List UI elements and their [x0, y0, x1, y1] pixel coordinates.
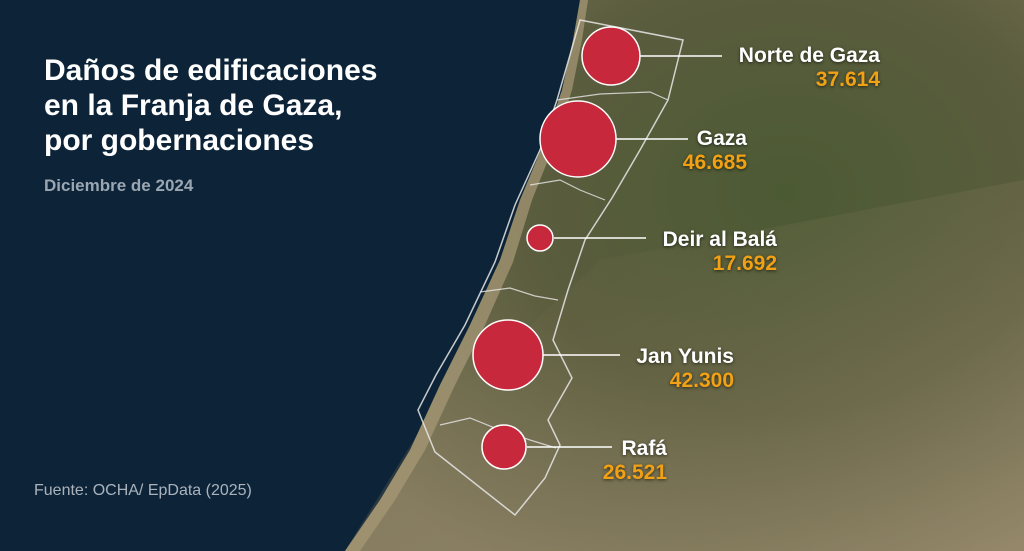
title-line-3: por gobernaciones — [44, 124, 315, 157]
map-date: Diciembre de 2024 — [44, 176, 194, 195]
label-rafa: Rafá 26.521 — [603, 437, 667, 485]
bubble-gaza — [539, 100, 617, 178]
label-name: Jan Yunis — [636, 345, 734, 368]
label-name: Norte de Gaza — [738, 44, 880, 67]
boundary-north — [556, 91, 669, 101]
boundary-gaza — [529, 179, 606, 201]
label-norte-de-gaza: Norte de Gaza 37.614 — [739, 44, 880, 92]
boundary-deir — [479, 287, 559, 301]
bubble-rafa — [481, 424, 527, 470]
label-value: 37.614 — [815, 68, 880, 91]
title-line-2: en la Franja de Gaza, — [44, 89, 343, 122]
label-name: Rafá — [621, 437, 667, 460]
label-name: Deir al Balá — [662, 228, 777, 251]
map-source: Fuente: OCHA/ EpData (2025) — [34, 482, 252, 499]
label-value: 17.692 — [712, 252, 777, 275]
label-name: Gaza — [696, 127, 747, 150]
bubble-jan-yunis — [472, 319, 544, 391]
label-value: 26.521 — [602, 461, 667, 484]
label-gaza: Gaza 46.685 — [683, 127, 747, 175]
strip-border — [417, 19, 684, 517]
label-deir-al-bala: Deir al Balá 17.692 — [663, 228, 777, 276]
title-line-1: Daños de edificaciones — [44, 54, 378, 87]
bubble-deir-al-bala — [526, 224, 554, 252]
label-value: 46.685 — [682, 151, 747, 174]
map-title: Daños de edificaciones en la Franja de G… — [44, 53, 444, 158]
bubble-norte-de-gaza — [581, 26, 641, 86]
label-value: 42.300 — [669, 369, 734, 392]
label-jan-yunis: Jan Yunis 42.300 — [636, 345, 734, 393]
